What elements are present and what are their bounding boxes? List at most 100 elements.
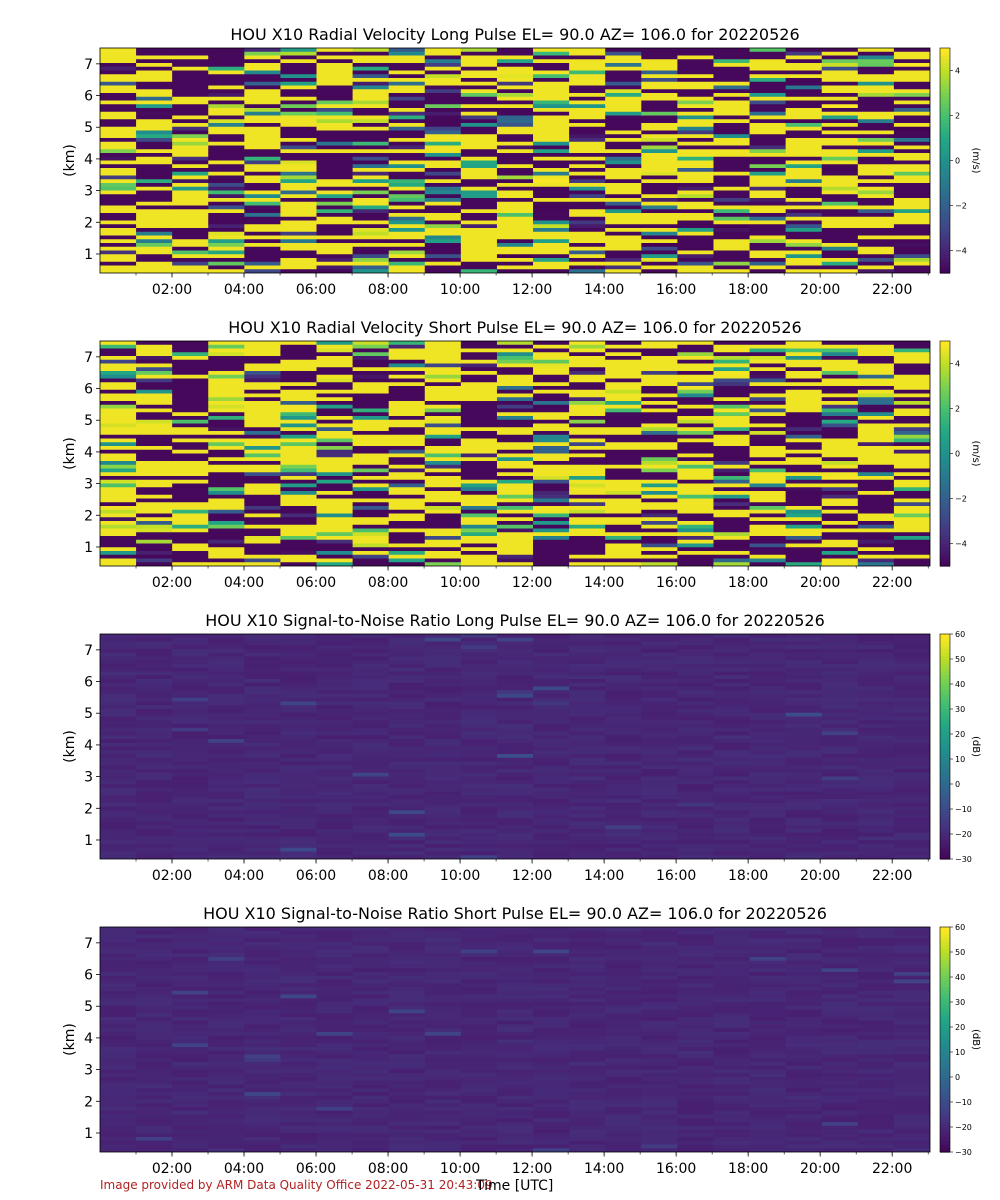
heatmap-cell: [316, 464, 354, 470]
heatmap-cell: [424, 832, 462, 838]
heatmap-cell: [677, 720, 715, 725]
heatmap-cell: [677, 141, 715, 147]
heatmap-cell: [388, 667, 426, 673]
heatmap-cell: [388, 261, 426, 267]
heatmap-cell: [749, 239, 787, 244]
heatmap-cell: [893, 153, 930, 158]
heatmap-cell: [496, 727, 534, 733]
heatmap-cell: [749, 168, 787, 173]
heatmap-cell: [316, 799, 354, 804]
heatmap-cell: [388, 656, 426, 661]
heatmap-cell: [857, 664, 895, 669]
colorbar-segment: [940, 787, 950, 793]
heatmap-cell: [641, 401, 678, 406]
heatmap-cell: [424, 817, 462, 823]
heatmap-cell: [641, 664, 678, 669]
heatmap-cell: [316, 1148, 354, 1152]
heatmap-cell: [280, 1148, 318, 1152]
heatmap-cell: [460, 228, 498, 233]
heatmap-cell: [352, 224, 390, 229]
heatmap-cell: [641, 431, 678, 436]
heatmap-cell: [821, 562, 859, 566]
heatmap-cell: [424, 543, 462, 548]
heatmap-cell: [533, 224, 570, 229]
heatmap-cell: [280, 551, 318, 556]
heatmap-cell: [424, 660, 462, 665]
heatmap-cell: [893, 81, 930, 87]
heatmap-cell: [641, 258, 678, 263]
heatmap-cell: [100, 138, 137, 143]
heatmap-cell: [388, 690, 426, 695]
heatmap-cell: [641, 55, 678, 60]
heatmap-cell: [352, 960, 390, 966]
heatmap-cell: [533, 509, 570, 515]
heatmap-cell: [388, 63, 426, 68]
heatmap-cell: [605, 382, 642, 387]
heatmap-cell: [280, 1140, 318, 1146]
colorbar-tick-label: −30: [955, 855, 972, 864]
heatmap-cell: [208, 772, 245, 778]
heatmap-cell: [280, 761, 318, 766]
heatmap-cell: [100, 104, 137, 109]
heatmap-cell: [388, 78, 426, 83]
colorbar-segment: [940, 750, 950, 755]
heatmap-cell: [821, 836, 859, 841]
heatmap-cell: [136, 1129, 173, 1134]
heatmap-cell: [388, 649, 426, 654]
heatmap-cell: [100, 126, 137, 132]
heatmap-cell: [136, 675, 173, 680]
colorbar-segment: [940, 134, 950, 139]
heatmap-cell: [496, 389, 534, 395]
heatmap-cell: [280, 416, 318, 421]
heatmap-cell: [352, 55, 390, 60]
heatmap-cell: [496, 378, 534, 383]
heatmap-cell: [244, 51, 282, 57]
heatmap-cell: [533, 216, 570, 222]
heatmap-cell: [749, 123, 787, 128]
heatmap-cell: [100, 186, 137, 192]
heatmap-cell: [100, 769, 137, 774]
heatmap-cell: [893, 431, 930, 436]
heatmap-cell: [713, 96, 751, 102]
heatmap-cell: [857, 731, 895, 736]
heatmap-cell: [893, 690, 930, 695]
y-tick-label: 4: [84, 738, 93, 754]
heatmap-cell: [749, 840, 787, 845]
heatmap-cell: [641, 250, 678, 255]
heatmap-cell: [785, 141, 823, 147]
heatmap-cell: [424, 156, 462, 162]
heatmap-cell: [713, 111, 751, 117]
heatmap-cell: [569, 393, 606, 398]
heatmap-cell: [533, 479, 570, 485]
heatmap-cell: [100, 449, 137, 455]
y-tick-label: 1: [84, 540, 93, 556]
heatmap-cell: [569, 85, 606, 90]
heatmap-cell: [136, 476, 173, 481]
heatmap-cell: [136, 438, 173, 443]
heatmap-cell: [172, 1020, 209, 1026]
heatmap-cell: [785, 829, 823, 834]
heatmap-cell: [533, 821, 570, 826]
heatmap-cell: [785, 664, 823, 669]
heatmap-cell: [821, 352, 859, 357]
heatmap-cell: [533, 179, 570, 184]
heatmap-cell: [533, 246, 570, 252]
heatmap-cell: [208, 427, 245, 432]
heatmap-cell: [136, 847, 173, 853]
heatmap-cell: [785, 682, 823, 688]
heatmap-cell: [352, 547, 390, 552]
heatmap-cell: [893, 371, 930, 376]
heatmap-cell: [749, 746, 787, 751]
heatmap-cell: [785, 412, 823, 417]
heatmap-cell: [100, 750, 137, 755]
heatmap-cell: [641, 119, 678, 124]
heatmap-cell: [893, 694, 930, 699]
colorbar-segment: [940, 220, 950, 225]
heatmap-cell: [316, 378, 354, 383]
heatmap-cell: [496, 701, 534, 706]
heatmap-cell: [713, 483, 751, 488]
heatmap-cell: [713, 641, 751, 646]
heatmap-cell: [388, 171, 426, 177]
heatmap-cell: [857, 832, 895, 838]
heatmap-cell: [569, 551, 606, 556]
